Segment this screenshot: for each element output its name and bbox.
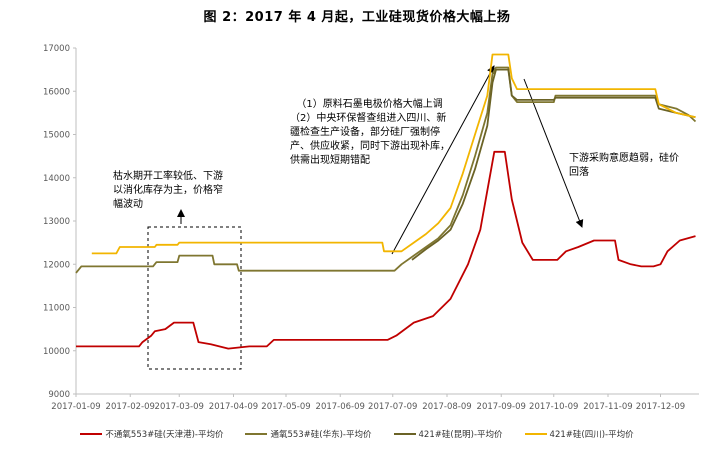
series-line-2 (75, 66, 697, 274)
arrow-middle (391, 65, 495, 255)
legend-swatch (524, 433, 547, 435)
y-tick-label: 11000 (43, 304, 70, 314)
legend-label: 通氧553#硅(华东)-平均价 (270, 430, 372, 440)
annotation-arrows (147, 65, 584, 370)
series-line-3 (411, 68, 696, 261)
legend-label: 421#硅(四川)-平均价 (549, 430, 634, 440)
x-tick-label: 2017-07-09 (368, 402, 417, 412)
x-tick-label: 2017-11-09 (583, 402, 632, 412)
x-tick-label: 2017-06-09 (316, 402, 365, 412)
y-tick-label: 14000 (43, 174, 70, 184)
y-tick-label: 10000 (43, 347, 70, 357)
x-tick-label: 2017-09-09 (477, 402, 526, 412)
legend: 不通氧553#硅(天津港)-平均价 通氧553#硅(华东)-平均价 421#硅(昆明… (0, 428, 714, 440)
x-tick-label: 2017-02-09 (106, 402, 155, 412)
y-tick-label: 16000 (43, 87, 70, 97)
legend-swatch (80, 433, 103, 435)
annotation-right: 下游采购意愿趋弱，硅价回落 (569, 152, 687, 180)
legend-swatch (393, 433, 416, 435)
arrow-right (523, 78, 584, 228)
x-tick-label: 2017-12-09 (636, 402, 685, 412)
legend-item: 421#硅(四川)-平均价 (524, 428, 634, 440)
x-tick-label: 2017-05-09 (261, 402, 310, 412)
axes: 9000 10000 11000 12000 13000 14000 15000 16000 1… (43, 44, 699, 412)
series-line-4 (91, 53, 696, 255)
y-tick-label: 12000 (43, 260, 70, 270)
annotation-right-text: 下游采购意愿趋弱，硅价回落 (569, 153, 679, 178)
y-tick-label: 17000 (43, 44, 70, 54)
x-tick-label: 2017-08-09 (422, 402, 471, 412)
series-group (75, 53, 697, 350)
legend-item: 421#硅(昆明)-平均价 (393, 428, 503, 440)
annotation-left-text: 枯水期开工率较低、下游以消化库存为主，价格窄幅波动 (113, 171, 223, 210)
y-tick-label: 9000 (48, 390, 70, 400)
legend-swatch (245, 433, 268, 435)
legend-item: 通氧553#硅(华东)-平均价 (245, 428, 372, 440)
annotation-middle: （1）原料石墨电极价格大幅上调 （2）中央环保督查组进入四川、新疆检查生产设备，… (290, 84, 452, 168)
legend-item: 不通氧553#硅(天津港)-平均价 (80, 428, 223, 440)
legend-label: 421#硅(昆明)-平均价 (418, 430, 503, 440)
y-tick-label: 15000 (43, 131, 70, 141)
series-line-1 (76, 150, 696, 350)
y-tick-label: 13000 (43, 217, 70, 227)
legend-label: 不通氧553#硅(天津港)-平均价 (105, 430, 224, 440)
x-tick-label: 2017-04-09 (209, 402, 258, 412)
annotation-left: 枯水期开工率较低、下游以消化库存为主，价格窄幅波动 (113, 170, 231, 212)
x-tick-label: 2017-10-09 (529, 402, 578, 412)
x-tick-label: 2017-01-09 (51, 402, 100, 412)
period-highlight-box (147, 226, 242, 370)
chart-title: 图 2：2017 年 4 月起，工业硅现货价格大幅上扬 (203, 10, 511, 25)
x-tick-label: 2017-03-09 (155, 402, 204, 412)
annotation-middle-text: （1）原料石墨电极价格大幅上调 （2）中央环保督查组进入四川、新疆检查生产设备，… (290, 99, 450, 166)
